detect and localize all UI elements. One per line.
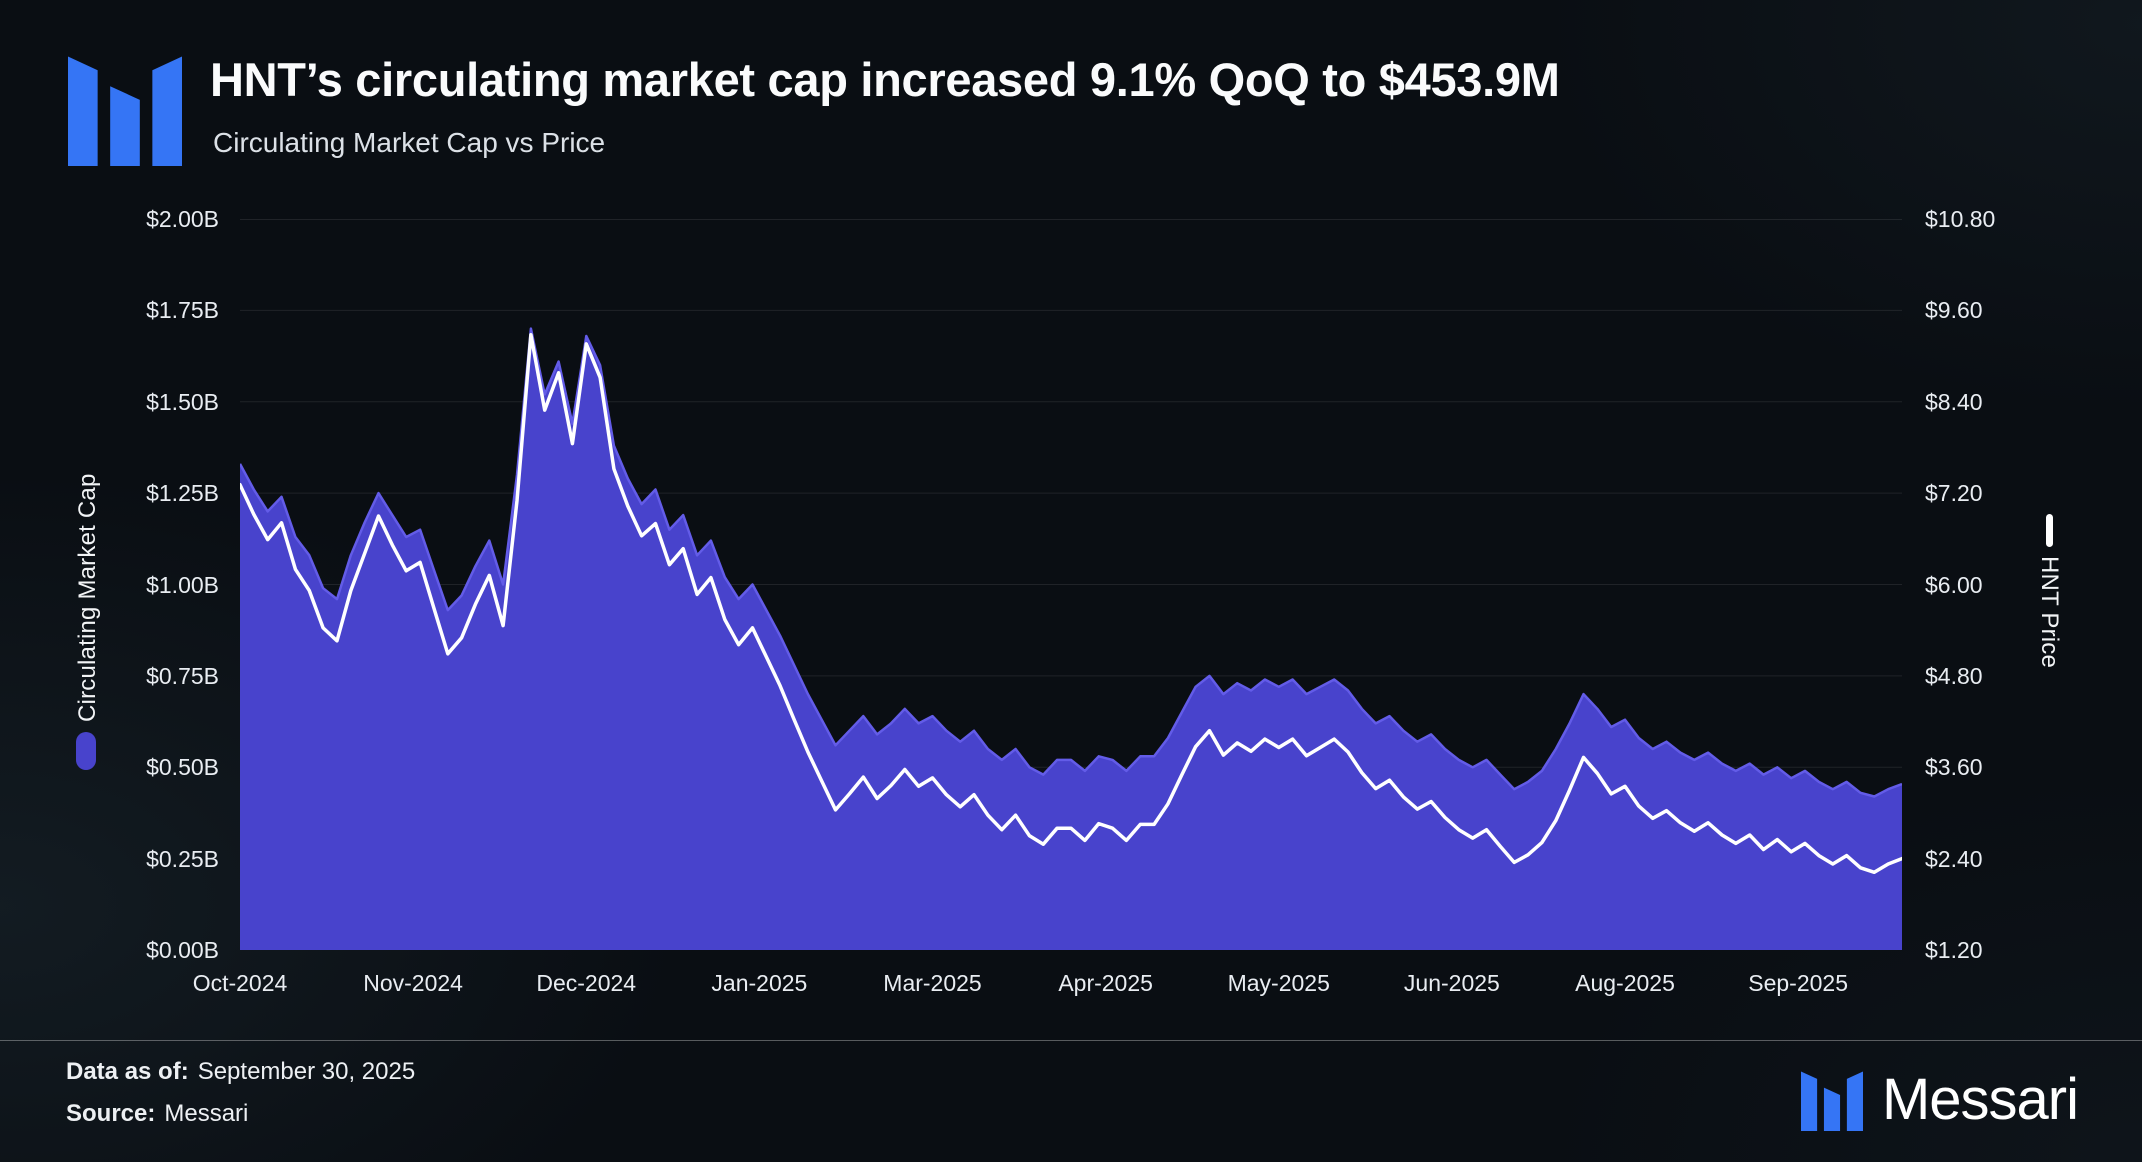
price-legend-swatch <box>2046 514 2053 547</box>
market-cap-legend-swatch <box>76 732 96 770</box>
y-axis-tick-left: $0.25B <box>146 845 219 872</box>
source-line: Source: Messari <box>66 1100 248 1128</box>
y-axis-tick-left: $2.00B <box>146 206 219 232</box>
y-axis-tick-right: $8.40 <box>1925 388 1983 415</box>
footer-divider <box>0 1040 2142 1041</box>
x-axis-tick: Oct-2024 <box>192 970 288 996</box>
logomark-bar-right <box>152 56 182 166</box>
x-axis-tick: Apr-2025 <box>1058 970 1153 996</box>
y-axis-tick-right: $2.40 <box>1925 845 1983 872</box>
logomark-bar-left <box>1800 1071 1818 1131</box>
x-axis-tick: Mar-2025 <box>883 970 982 996</box>
y-axis-tick-right: $7.20 <box>1925 480 1983 507</box>
y-axis-tick-right: $3.60 <box>1925 754 1983 781</box>
y-axis-tick-right: $6.00 <box>1925 571 1983 598</box>
brand-wordmark: Messari <box>1881 1067 2079 1132</box>
x-axis-tick: May-2025 <box>1227 970 1330 996</box>
x-axis-tick: Aug-2025 <box>1575 970 1675 996</box>
y-axis-tick-left: $1.00B <box>146 571 219 598</box>
x-axis-tick: Dec-2024 <box>536 970 637 996</box>
y-axis-tick-left: $0.00B <box>146 937 219 963</box>
y-axis-tick-left: $1.25B <box>146 480 219 507</box>
y-axis-tick-right: $10.80 <box>1925 206 1996 232</box>
y-axis-tick-left: $1.75B <box>146 297 219 324</box>
logomark-bar-middle <box>1823 1087 1841 1131</box>
x-axis-tick: Sep-2025 <box>1748 970 1848 996</box>
y-axis-tick-right: $9.60 <box>1925 297 1983 324</box>
messari-logomark-icon <box>68 56 182 166</box>
market-cap-area-outline <box>240 327 1902 798</box>
data-as-of-line: Data as of: September 30, 2025 <box>66 1058 415 1086</box>
x-axis-tick: Jan-2025 <box>711 970 808 996</box>
messari-logomark-icon <box>1800 1071 1863 1131</box>
y-axis-tick-left: $0.50B <box>146 754 219 781</box>
y-axis-tick-right: $1.20 <box>1925 937 1983 963</box>
x-axis-tick: Jun-2025 <box>1403 970 1500 996</box>
source-value: Messari <box>164 1100 249 1127</box>
brand-lockup: Messari <box>1800 1060 2079 1140</box>
logomark-bar-middle <box>110 86 140 166</box>
y-axis-tick-left: $0.75B <box>146 662 219 689</box>
data-as-of-label: Data as of: <box>66 1058 189 1085</box>
y-axis-tick-left: $1.50B <box>146 388 219 415</box>
chart-subtitle: Circulating Market Cap vs Price <box>213 127 606 158</box>
source-label: Source: <box>66 1100 156 1127</box>
y-axis-tick-right: $4.80 <box>1925 662 1983 689</box>
data-as-of-value: September 30, 2025 <box>197 1058 416 1085</box>
logomark-bar-right <box>1846 1071 1863 1131</box>
hnt-price-line <box>240 332 1902 875</box>
page-title: HNT’s circulating market cap increased 9… <box>210 53 1560 106</box>
x-axis-tick: Nov-2024 <box>363 970 463 996</box>
market-cap-area <box>240 328 1902 950</box>
logomark-bar-left <box>68 56 98 166</box>
market-cap-price-chart <box>240 219 1902 950</box>
